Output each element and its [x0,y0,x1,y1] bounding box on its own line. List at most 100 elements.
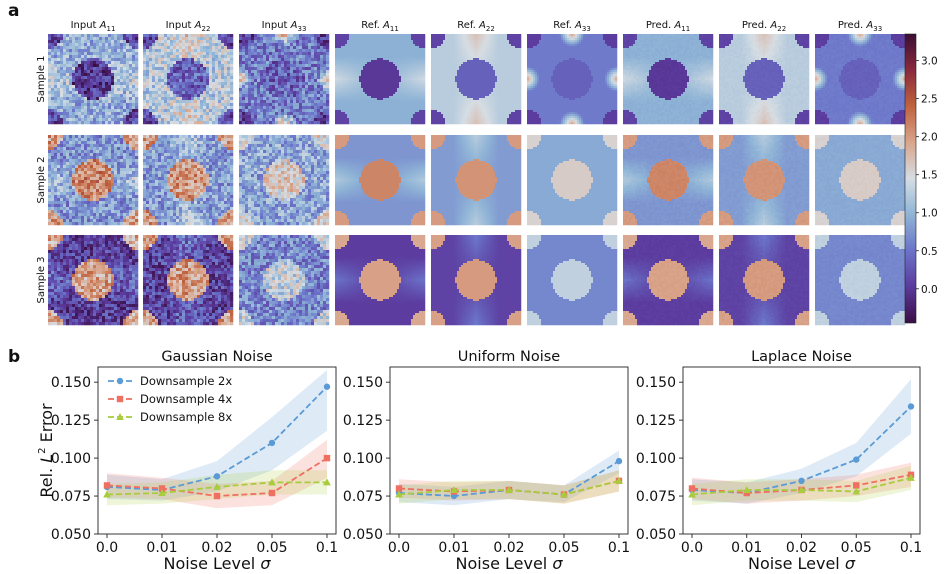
heatmap-panel [527,135,618,226]
heatmap-panel [527,235,618,326]
data-point [450,485,458,493]
colorbar-tick-label: 1.5 [921,170,938,182]
line-charts: 0.050 0.075 0.100 0.125 0.150 0.0 0.01 0.02 0.05… [37,349,922,573]
heatmap-panel [431,235,522,326]
heatmap-panel [719,135,810,226]
column-title: Pred. A11 [646,20,690,33]
x-tick-label: 0.1 [608,540,630,556]
chart-2: 0.050 0.075 0.100 0.125 0.150 0.0 0.01 0.02 0.05… [636,349,922,573]
y-tick-label: 0.125 [636,413,676,429]
column-title: Input A11 [71,20,116,33]
data-point [268,478,276,486]
data-point [798,477,805,485]
chart-title: Uniform Noise [458,349,561,365]
y-tick-label: 0.125 [343,413,383,429]
heatmap-panel [48,235,139,326]
data-point [213,492,221,500]
data-point [743,489,750,497]
legend-marker [116,395,124,403]
heatmap-panel [143,34,234,125]
confidence-band [107,370,327,501]
x-axis-label: Noise Level σ [456,554,564,573]
column-title: Input A22 [166,20,211,33]
y-tick-label: 0.075 [343,489,383,505]
colorbar-tick-label: 0.0 [921,284,938,296]
colorbar-gradient [904,33,917,324]
y-tick-label: 0.100 [636,451,676,467]
column-title: Pred. A22 [742,20,786,33]
y-tick-label: 0.100 [343,451,383,467]
confidence-band [692,379,911,504]
data-point [103,490,111,498]
y-tick-label: 0.075 [51,489,91,505]
x-tick-label: 0.01 [146,540,177,556]
legend-label: Downsample 4x [140,392,232,406]
data-point [268,489,276,497]
plot-frame [389,366,629,535]
y-tick-label: 0.050 [343,527,383,543]
column-title: Ref. A22 [457,20,495,33]
panel-label-a: a [8,1,19,21]
y-tick-label: 0.150 [343,375,383,391]
column-title: Ref. A11 [361,20,399,33]
heatmap-panel [623,34,714,125]
data-point [395,485,403,492]
heatmap-panel [431,34,522,125]
column-title: Pred. A33 [838,20,882,33]
colorbar-tick-label: 2.5 [921,94,938,106]
x-tick-label: 0.01 [731,540,762,556]
heatmap-panel [48,135,139,226]
row-label: Sample 3 [36,256,47,303]
heatmap-panel [623,135,714,226]
colorbar-tick-label: 1.0 [921,208,938,220]
y-tick-label: 0.075 [636,489,676,505]
x-tick-label: 0.02 [201,540,232,556]
legend-marker [116,413,124,420]
data-point [323,454,331,462]
data-point [615,457,623,465]
row-label: Sample 1 [36,55,47,102]
x-tick-label: 0.05 [841,540,872,556]
heatmap-panel [48,34,139,125]
heatmap-panel [719,34,810,125]
heatmap-panel [143,235,234,326]
x-tick-label: 0.05 [548,540,579,556]
x-tick-label: 0.0 [681,540,703,556]
chart-title: Laplace Noise [751,349,852,365]
data-point [560,490,568,498]
data-point [103,482,111,489]
heatmap-panel [719,235,810,326]
column-title: Ref. A33 [553,20,591,33]
chart-title: Gaussian Noise [161,349,272,365]
heatmap-panel [335,34,426,125]
y-tick-label: 0.100 [51,451,91,467]
data-point [852,487,861,495]
x-tick-label: 0.1 [316,540,338,556]
chart-1: 0.050 0.075 0.100 0.125 0.150 0.0 0.01 0.02 0.05… [343,349,630,573]
x-tick-label: 0.02 [493,540,524,556]
x-tick-label: 0.05 [256,540,287,556]
column-title: Input A33 [262,20,307,33]
data-point [323,478,331,486]
heatmap-panel [815,235,906,326]
data-point [505,485,513,493]
heatmap-panel [143,135,234,226]
y-tick-label: 0.150 [51,375,91,391]
y-tick-label: 0.150 [636,375,676,391]
data-point [853,482,860,489]
heatmap-panel [527,34,618,125]
colorbar-tick-label: 3.0 [921,56,938,68]
y-axis-label: Rel. L2 Error [37,403,56,498]
x-axis-label: Noise Level σ [164,554,272,573]
colorbar: 3.0 2.5 2.0 1.5 1.0 0.5 0.0 [904,33,938,324]
data-point [853,456,860,463]
heatmap-panel [623,235,714,326]
colorbar-tick-label: 2.0 [921,132,938,144]
x-tick-label: 0.01 [438,540,469,556]
legend-label: Downsample 8x [140,410,232,424]
x-tick-label: 0.1 [900,540,922,556]
x-tick-label: 0.0 [388,540,410,556]
heatmap-panel [239,135,330,226]
chart-0: 0.050 0.075 0.100 0.125 0.150 0.0 0.01 0.02 0.05… [37,349,338,573]
heatmap-panel [335,135,426,226]
